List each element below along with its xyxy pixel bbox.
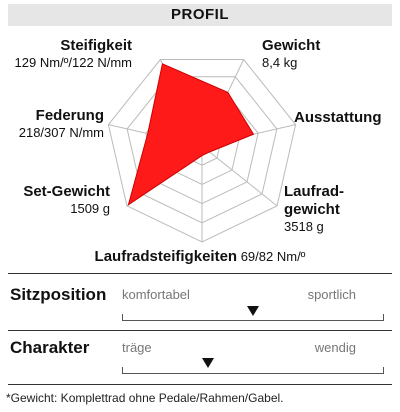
- sitzposition-title: Sitzposition: [10, 285, 107, 304]
- ausstattung-title: Ausstattung: [294, 109, 382, 126]
- steifigkeit-value: 129 Nm/º/122 N/mm: [14, 55, 132, 70]
- set-gewicht-title: Set-Gewicht: [23, 183, 110, 200]
- radar-value-area: [127, 63, 255, 206]
- profile-header: PROFIL: [8, 4, 392, 26]
- radar-chart: [107, 59, 297, 243]
- charakter-tick-right: [383, 367, 384, 374]
- label-ausstattung: Ausstattung: [294, 109, 382, 127]
- federung-title: Federung: [35, 107, 104, 124]
- laufradsteifigkeiten-title: Laufradsteifigkeiten: [94, 248, 238, 265]
- sitzposition-right-label: sportlich: [307, 287, 356, 302]
- laufradgewicht-value: 3518 g: [284, 219, 324, 234]
- gewicht-title: Gewicht: [262, 37, 321, 54]
- charakter-tick-left: [122, 367, 123, 374]
- divider-middle: [8, 330, 392, 331]
- laufradsteifigkeiten-value: 69/82 Nm/º: [240, 249, 306, 264]
- federung-value: 218/307 N/mm: [18, 125, 104, 140]
- label-laufradgewicht: Laufrad- gewicht 3518 g: [284, 183, 344, 235]
- laufradgewicht-title-2: gewicht: [284, 201, 340, 218]
- footnote: *Gewicht: Komplettrad ohne Pedale/Rahmen…: [6, 391, 284, 405]
- radar-axis-laufradgewicht: [201, 145, 278, 207]
- charakter-marker: [202, 358, 215, 368]
- radar-grid-ring: [107, 59, 297, 243]
- label-set-gewicht: Set-Gewicht 1509 g: [23, 183, 110, 217]
- charakter-right-label: wendig: [314, 340, 356, 355]
- steifigkeit-title: Steifigkeit: [60, 37, 132, 54]
- set-gewicht-value: 1509 g: [70, 201, 110, 216]
- sitzposition-left-label: komfortabel: [122, 287, 190, 302]
- label-gewicht: Gewicht 8,4 kg: [262, 37, 320, 71]
- divider-bottom: [8, 384, 392, 385]
- laufradgewicht-title-1: Laufrad-: [284, 183, 344, 200]
- charakter-scale: [122, 373, 384, 374]
- sitzposition-tick-right: [383, 314, 384, 321]
- divider-top: [8, 273, 392, 274]
- sitzposition-marker: [246, 306, 259, 316]
- charakter-title: Charakter: [10, 338, 90, 357]
- label-laufradsteifigkeiten: Laufradsteifigkeiten 69/82 Nm/º: [0, 248, 400, 265]
- gewicht-value: 8,4 kg: [262, 55, 298, 70]
- sitzposition-scale: [122, 320, 384, 321]
- label-steifigkeit: Steifigkeit 129 Nm/º/122 N/mm: [15, 37, 132, 71]
- charakter-left-label: träge: [122, 340, 152, 355]
- sitzposition-tick-left: [122, 314, 123, 321]
- label-federung: Federung 218/307 N/mm: [19, 107, 104, 141]
- radar-grid-ring: [126, 76, 278, 224]
